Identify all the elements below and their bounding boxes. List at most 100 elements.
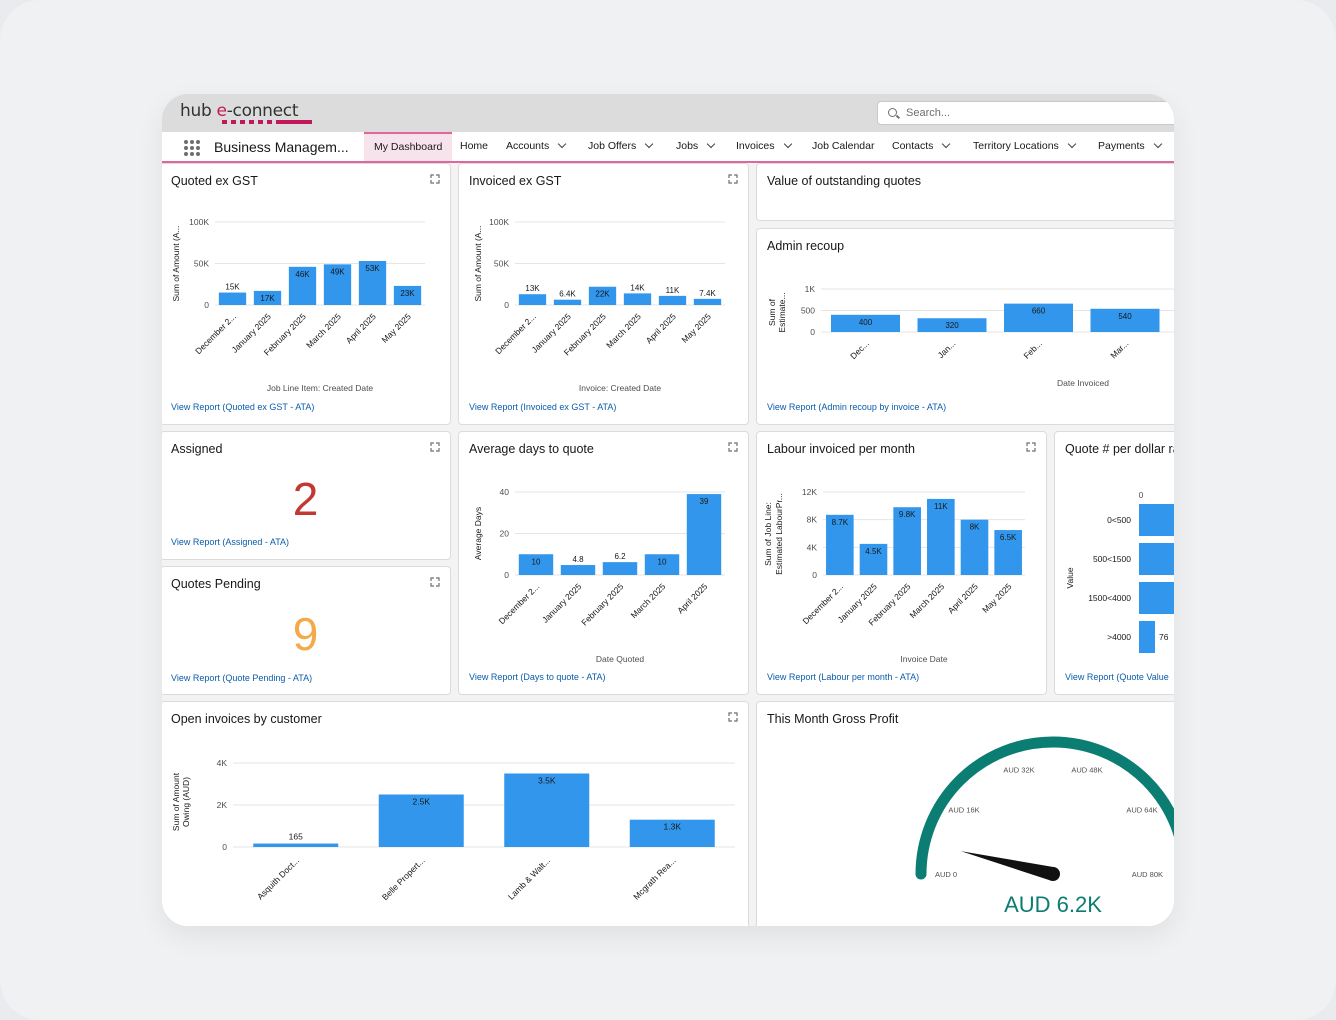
y-tick-label: 0 <box>204 300 209 310</box>
tab-jobs[interactable]: Jobs <box>676 132 716 161</box>
bar[interactable] <box>893 507 921 575</box>
bar[interactable] <box>629 819 715 847</box>
card-quoted-ex-gst: Quoted ex GST 0 50K 100K 15K December 2... 17… <box>162 163 451 425</box>
tab-home[interactable]: Home <box>460 132 488 161</box>
tab-territory-locations[interactable]: Territory Locations <box>973 132 1077 161</box>
bar[interactable] <box>644 554 680 575</box>
bar[interactable] <box>1139 504 1174 536</box>
data-label: 11K <box>934 502 948 511</box>
view-report-link[interactable]: View Report (Days to quote - ATA) <box>469 672 606 682</box>
data-label: 320 <box>945 321 959 330</box>
bar[interactable] <box>393 285 422 305</box>
bar[interactable] <box>553 299 582 305</box>
card-labour-invoiced: Labour invoiced per month 0 4K 8K 12K 8.7K De… <box>756 431 1047 695</box>
view-report-link[interactable]: View Report (Labour per month - ATA) <box>767 672 920 682</box>
bar[interactable] <box>588 286 617 305</box>
bar[interactable] <box>623 293 652 305</box>
bar[interactable] <box>994 530 1022 575</box>
expand-icon[interactable] <box>728 712 738 722</box>
bar[interactable] <box>288 266 317 305</box>
y-tick-label: 0 <box>504 570 509 580</box>
bar[interactable] <box>1004 303 1073 332</box>
tab-payments[interactable]: Payments <box>1098 132 1162 161</box>
expand-icon[interactable] <box>1026 442 1036 452</box>
bar[interactable] <box>826 514 854 575</box>
chevron-down-icon[interactable] <box>783 139 792 149</box>
tab-label: Jobs <box>676 140 699 152</box>
chevron-down-icon[interactable] <box>942 139 951 149</box>
bar[interactable] <box>1139 621 1155 653</box>
tab-label: Contacts <box>892 140 934 152</box>
bar[interactable] <box>831 314 900 332</box>
expand-icon[interactable] <box>430 577 440 587</box>
bar[interactable] <box>504 773 590 848</box>
tab-label: My Dashboard <box>374 141 443 153</box>
tab-accounts[interactable]: Accounts <box>506 132 567 161</box>
data-label: 4.5K <box>865 547 882 556</box>
chart-openinv: 0 2K 4K 165 Asquith Doct... 2.5K Belle Propert… <box>171 758 735 902</box>
card-title: Quoted ex GST <box>171 174 258 188</box>
expand-icon[interactable] <box>430 174 440 184</box>
tab-job-offers[interactable]: Job Offers <box>588 132 654 161</box>
global-search-input[interactable]: Search... <box>877 101 1174 125</box>
x-axis-title: Date Invoiced <box>1057 378 1109 388</box>
bar[interactable] <box>859 543 888 575</box>
view-report-link[interactable]: View Report (Quoted ex GST - ATA) <box>171 402 315 412</box>
chevron-down-icon[interactable] <box>706 139 716 149</box>
bar[interactable] <box>253 290 282 305</box>
data-label: 46K <box>295 270 310 279</box>
chevron-down-icon[interactable] <box>1153 139 1162 149</box>
y-axis-title: Sum of Job Line: <box>763 502 773 566</box>
tab-my-dashboard[interactable]: My Dashboard <box>364 132 453 161</box>
x-tick-label: March 2025 <box>604 311 643 350</box>
y-tick-label: 500 <box>801 306 815 316</box>
view-report-link[interactable]: View Report (Invoiced ex GST - ATA) <box>469 402 617 412</box>
card-open-invoices: Open invoices by customer 0 2K 4K 165 Asquit… <box>162 701 749 926</box>
bar[interactable] <box>518 294 547 305</box>
x-tick-label: March 2025 <box>907 581 946 620</box>
card-average-days: Average days to quote 0 20 40 10 December 2.… <box>458 431 749 695</box>
view-report-link[interactable]: View Report (Assigned - ATA) <box>171 537 290 547</box>
bar[interactable] <box>686 494 722 575</box>
card-outstanding-quotes: Value of outstanding quotes <box>756 163 1174 221</box>
bar[interactable] <box>218 292 247 305</box>
data-label: 6.5K <box>1000 533 1017 542</box>
view-report-link[interactable]: View Report (Quote Pending - ATA) <box>171 673 313 683</box>
app-launcher-icon[interactable] <box>184 140 200 156</box>
tab-job-calendar[interactable]: Job Calendar <box>812 132 874 161</box>
logo-underline-icon <box>222 120 322 124</box>
chevron-down-icon[interactable] <box>557 139 567 149</box>
expand-icon[interactable] <box>430 442 440 452</box>
chevron-down-icon[interactable] <box>1067 139 1077 149</box>
bar[interactable] <box>602 562 638 575</box>
tab-invoices[interactable]: Invoices <box>736 132 792 161</box>
data-label: 660 <box>1032 307 1046 316</box>
data-label: 6.2 <box>614 552 626 561</box>
tab-contacts[interactable]: Contacts <box>892 132 951 161</box>
bar[interactable] <box>658 295 687 305</box>
bar[interactable] <box>1139 543 1174 575</box>
y-tick-label: 40 <box>500 487 510 497</box>
bar[interactable] <box>1090 308 1160 332</box>
bar[interactable] <box>378 794 464 848</box>
bar[interactable] <box>518 554 554 575</box>
expand-icon[interactable] <box>728 442 738 452</box>
bar[interactable] <box>323 264 352 305</box>
chevron-down-icon[interactable] <box>645 139 654 149</box>
bar[interactable] <box>253 843 339 847</box>
bar[interactable] <box>560 565 596 575</box>
bar[interactable] <box>1139 582 1174 614</box>
view-report-link[interactable]: View Report (Admin recoup by invoice - A… <box>767 402 947 412</box>
tab-label: Accounts <box>506 140 550 152</box>
bar[interactable] <box>693 298 722 305</box>
bar[interactable] <box>927 498 955 575</box>
bar[interactable] <box>358 261 387 305</box>
bar[interactable] <box>960 519 989 575</box>
view-report-link[interactable]: View Report (Quote Value <box>1065 672 1169 682</box>
data-label: 15K <box>225 283 240 292</box>
expand-icon[interactable] <box>728 174 738 184</box>
gauge-tick-label: AUD 0 <box>935 870 957 879</box>
bar[interactable] <box>917 318 987 332</box>
